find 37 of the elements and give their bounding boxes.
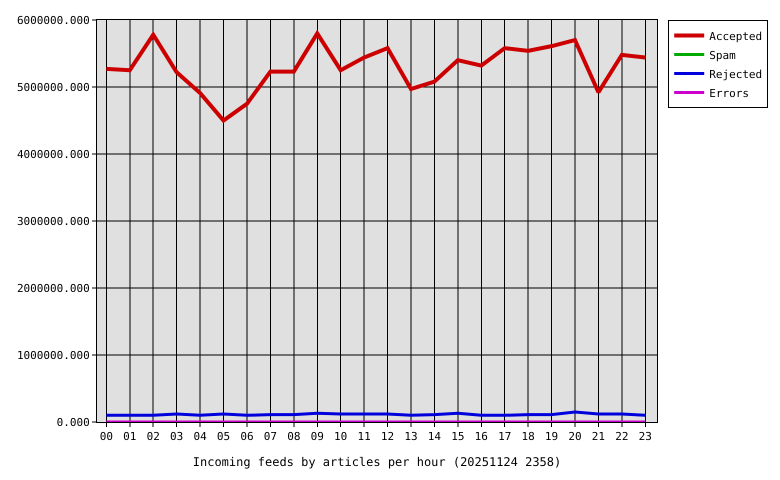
x-tick-label: 22: [615, 430, 628, 444]
x-tick-label: 23: [638, 430, 652, 444]
legend-label: Spam: [709, 48, 736, 62]
line-series: [104, 31, 648, 122]
x-tick-label: 04: [193, 430, 208, 444]
x-tick-label: 12: [380, 430, 394, 444]
x-tick-label: 05: [216, 430, 230, 444]
x-tick-label: 03: [170, 430, 184, 444]
x-axis-title: Incoming feeds by articles per hour (20251124 2358): [192, 455, 562, 470]
x-tick-label: 15: [451, 430, 464, 444]
legend-label: Errors: [709, 86, 749, 100]
x-tick-label: 08: [287, 430, 300, 444]
x-tick-label: 17: [498, 430, 512, 444]
x-tick-label: 11: [357, 430, 371, 444]
x-tick-label: 10: [334, 430, 348, 444]
y-tick-label: 2000000.000: [16, 282, 90, 295]
x-tick-label: 19: [544, 430, 558, 444]
x-tick-label: 14: [428, 430, 442, 444]
x-tick-label: 00: [100, 430, 113, 444]
x-tick-label: 01: [123, 430, 136, 444]
x-tick-label: 21: [592, 430, 606, 444]
y-tick-label: 0.000: [56, 416, 90, 429]
legend-label: Rejected: [709, 68, 762, 81]
x-tick-label: 20: [568, 430, 582, 444]
y-tick-label: 6000000.000: [16, 14, 90, 27]
y-tick-label: 4000000.000: [16, 148, 90, 161]
x-tick-label: 16: [474, 430, 488, 444]
x-tick-label: 02: [146, 430, 160, 444]
x-tick-label: 09: [310, 430, 324, 444]
y-tick-label: 1000000.000: [16, 348, 90, 362]
y-tick-label: 5000000.000: [16, 80, 90, 94]
y-tick-label: 3000000.000: [16, 214, 90, 228]
x-tick-label: 13: [404, 430, 418, 444]
x-tick-label: 06: [240, 430, 254, 444]
x-tick-label: 18: [522, 430, 535, 444]
legend-label: Accepted: [709, 30, 762, 43]
x-tick-label: 07: [264, 430, 278, 444]
